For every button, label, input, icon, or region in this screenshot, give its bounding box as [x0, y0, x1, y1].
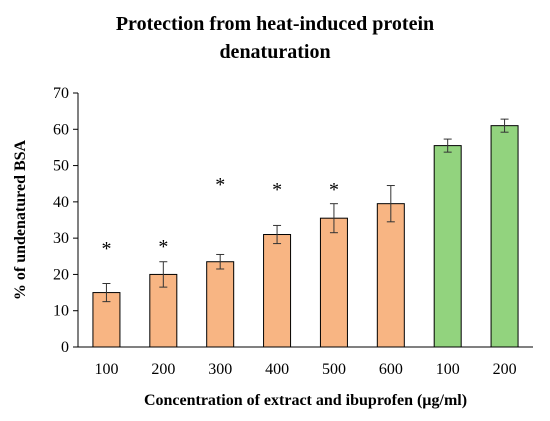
significance-star: * — [215, 174, 225, 196]
bar — [319, 217, 348, 348]
error-bar — [386, 185, 395, 223]
x-tick-label: 200 — [151, 361, 175, 378]
x-tick-label: 400 — [265, 361, 289, 378]
x-tick-label: 300 — [208, 361, 232, 378]
error-bar — [500, 118, 509, 133]
significance-star: * — [329, 179, 339, 201]
y-tick-label: 50 — [53, 158, 69, 175]
error-bar — [329, 203, 338, 234]
y-tick-label: 40 — [53, 194, 69, 211]
y-tick-label: 60 — [53, 121, 69, 138]
chart-title-line-2: denaturation — [219, 41, 331, 63]
x-tick-label: 600 — [379, 361, 403, 378]
bar — [490, 125, 519, 348]
y-tick-label: 70 — [53, 85, 69, 102]
chart-title: Protection from heat-induced protein den… — [0, 10, 550, 66]
significance-star: * — [158, 236, 168, 258]
x-tick-label: 100 — [94, 361, 118, 378]
error-bars — [102, 118, 509, 303]
error-bar — [159, 261, 168, 288]
bar — [376, 203, 405, 348]
significance-markers: * * * * * — [101, 174, 339, 260]
x-tick-label: 200 — [493, 361, 517, 378]
x-tick-label: 100 — [436, 361, 460, 378]
error-bar — [273, 224, 282, 245]
y-axis-ticks: 0 10 20 30 40 50 60 70 — [53, 85, 78, 356]
y-tick-label: 0 — [61, 339, 69, 356]
bars — [92, 125, 519, 348]
y-axis-title: % of undenatured BSA — [12, 139, 29, 300]
chart-title-line-1: Protection from heat-induced protein — [115, 13, 435, 35]
y-tick-label: 20 — [53, 266, 69, 283]
error-bar — [102, 283, 111, 303]
bar — [433, 145, 462, 348]
x-axis-ticks: 100 200 300 400 500 600 100 200 — [94, 361, 516, 378]
x-tick-label: 500 — [322, 361, 346, 378]
y-tick-label: 30 — [53, 230, 69, 247]
error-bar — [443, 138, 452, 153]
bar — [206, 261, 235, 348]
x-axis-title: Concentration of extract and ibuprofen (… — [144, 392, 467, 409]
significance-star: * — [272, 179, 282, 201]
y-tick-label: 10 — [53, 303, 69, 320]
error-bar — [216, 253, 225, 270]
significance-star: * — [101, 238, 111, 260]
bar — [263, 234, 292, 348]
